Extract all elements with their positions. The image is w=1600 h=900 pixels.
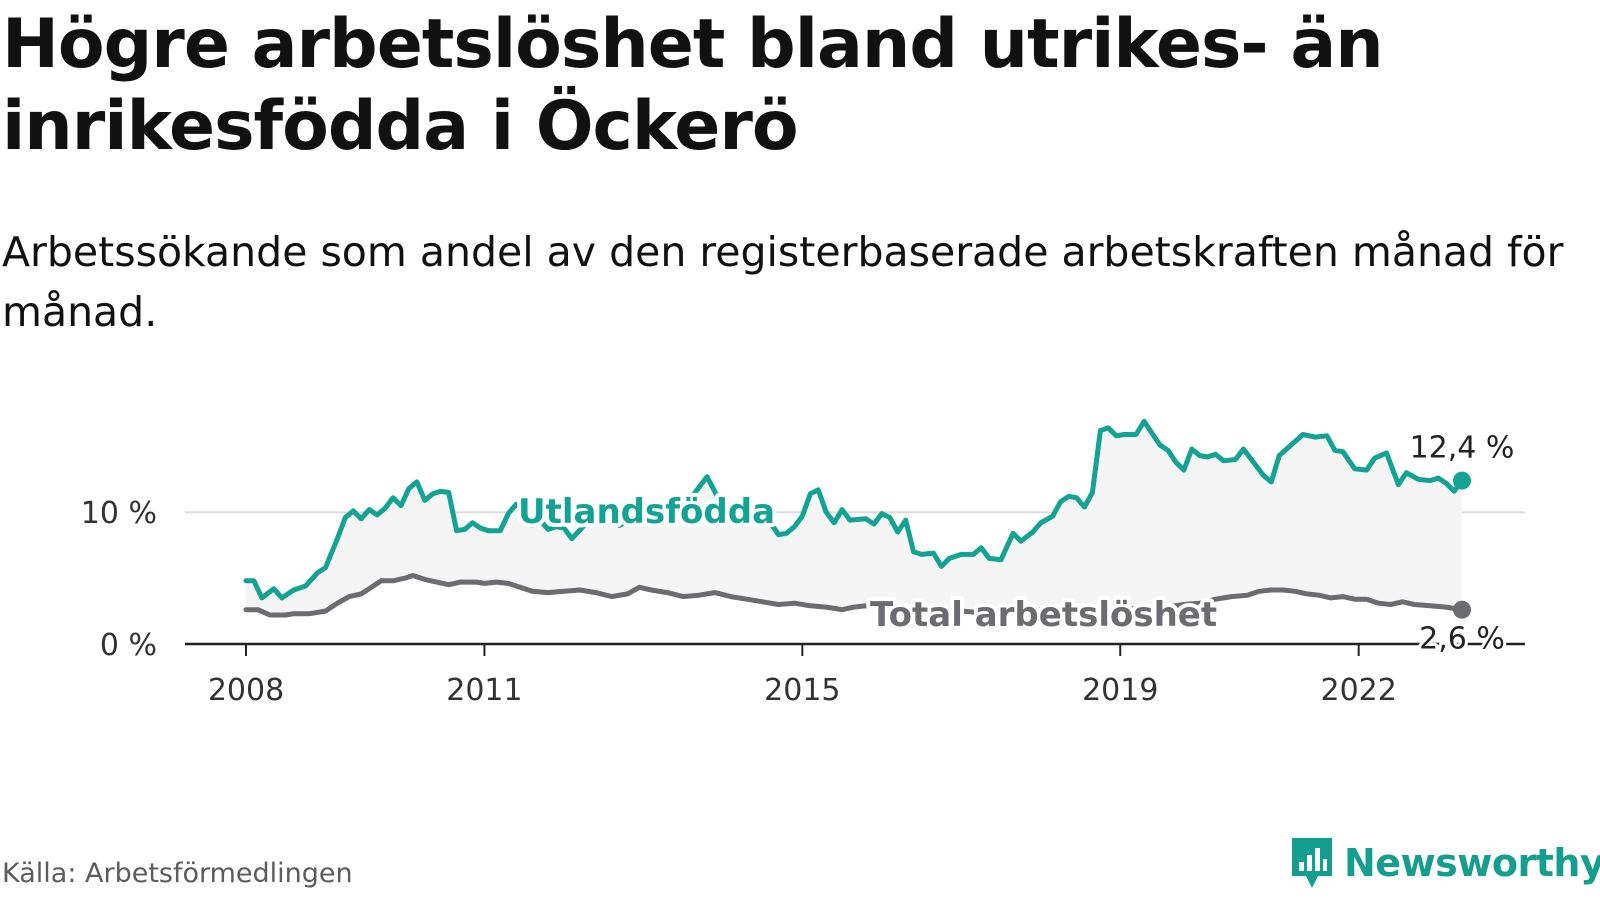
y-tick-label: 0 % bbox=[100, 628, 157, 663]
source-note: Källa: Arbetsförmedlingen bbox=[2, 858, 353, 889]
gap-area bbox=[246, 421, 1462, 615]
series-label-utlandsfodda: Utlandsfödda bbox=[518, 492, 775, 532]
series-label-total: Total arbetslöshet bbox=[870, 595, 1217, 635]
x-tick-label: 2011 bbox=[446, 673, 522, 708]
series-line-utlandsfodda bbox=[243, 418, 1465, 601]
brand-name: Newsworthy bbox=[1344, 841, 1600, 885]
x-tick-label: 2015 bbox=[764, 673, 840, 708]
brand-logo: Newsworthy bbox=[1288, 833, 1600, 893]
chart-subtitle: Arbetssökande som andel av den registerb… bbox=[2, 228, 1564, 336]
series-line-total bbox=[243, 573, 1465, 618]
x-tick-label: 2022 bbox=[1321, 673, 1397, 708]
x-tick-label: 2019 bbox=[1082, 673, 1158, 708]
newsworthy-logo-icon bbox=[1292, 838, 1332, 888]
end-value-utlandsfodda: 12,4 % bbox=[1410, 431, 1515, 466]
x-tick-label: 2008 bbox=[208, 673, 284, 708]
end-point-total bbox=[1453, 600, 1471, 619]
end-value-total: 2,6 % bbox=[1419, 622, 1505, 657]
y-tick-label: 10 % bbox=[81, 496, 157, 531]
chart-title: Högre arbetslöshet bland utrikes- än inr… bbox=[2, 5, 1384, 166]
end-point-utlandsfodda bbox=[1453, 471, 1471, 490]
